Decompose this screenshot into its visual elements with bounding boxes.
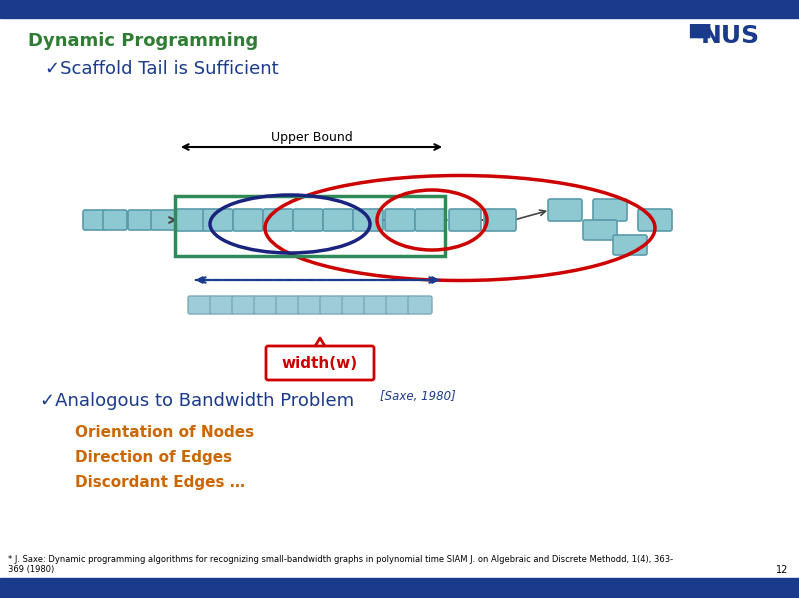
FancyBboxPatch shape [298, 296, 322, 314]
FancyBboxPatch shape [210, 296, 234, 314]
Text: NUS: NUS [701, 24, 760, 48]
Text: Direction of Edges: Direction of Edges [75, 450, 233, 465]
FancyBboxPatch shape [128, 210, 152, 230]
Text: 12: 12 [776, 565, 788, 575]
FancyBboxPatch shape [323, 209, 353, 231]
Text: [Saxe, 1980]: [Saxe, 1980] [380, 390, 455, 403]
FancyBboxPatch shape [342, 296, 366, 314]
Text: * J. Saxe: Dynamic programming algorithms for recognizing small-bandwidth graphs: * J. Saxe: Dynamic programming algorithm… [8, 555, 673, 564]
FancyBboxPatch shape [175, 209, 205, 231]
Bar [175, 196, 445, 256]
FancyBboxPatch shape [449, 209, 481, 231]
Bar [0, 0, 799, 18]
Text: ✓Analogous to Bandwidth Problem: ✓Analogous to Bandwidth Problem [40, 392, 354, 410]
FancyBboxPatch shape [408, 296, 432, 314]
Text: Upper Bound: Upper Bound [271, 131, 352, 144]
FancyBboxPatch shape [203, 209, 233, 231]
FancyBboxPatch shape [254, 296, 278, 314]
FancyBboxPatch shape [613, 235, 647, 255]
Bar [0, 578, 799, 598]
Text: 369 (1980): 369 (1980) [8, 565, 54, 574]
FancyBboxPatch shape [593, 199, 627, 221]
FancyBboxPatch shape [188, 296, 212, 314]
FancyBboxPatch shape [151, 210, 175, 230]
FancyBboxPatch shape [276, 296, 300, 314]
Polygon shape [314, 338, 326, 348]
FancyBboxPatch shape [548, 199, 582, 221]
FancyBboxPatch shape [484, 209, 516, 231]
FancyBboxPatch shape [293, 209, 323, 231]
FancyBboxPatch shape [232, 296, 256, 314]
FancyBboxPatch shape [353, 209, 383, 231]
FancyBboxPatch shape [386, 296, 410, 314]
FancyBboxPatch shape [385, 209, 415, 231]
FancyBboxPatch shape [320, 296, 344, 314]
Text: Discordant Edges …: Discordant Edges … [75, 475, 245, 490]
Text: Dynamic Programming: Dynamic Programming [28, 32, 258, 50]
FancyBboxPatch shape [103, 210, 127, 230]
FancyBboxPatch shape [415, 209, 445, 231]
FancyBboxPatch shape [83, 210, 107, 230]
FancyBboxPatch shape [583, 220, 617, 240]
Text: width(w): width(w) [282, 355, 358, 371]
Text: Orientation of Nodes: Orientation of Nodes [75, 425, 254, 440]
FancyBboxPatch shape [364, 296, 388, 314]
FancyBboxPatch shape [638, 209, 672, 231]
Bar [645, 20, 785, 80]
FancyBboxPatch shape [266, 346, 374, 380]
Text: ██: ██ [690, 24, 710, 38]
Text: ✓Scaffold Tail is Sufficient: ✓Scaffold Tail is Sufficient [45, 60, 279, 78]
FancyBboxPatch shape [263, 209, 293, 231]
FancyBboxPatch shape [233, 209, 263, 231]
